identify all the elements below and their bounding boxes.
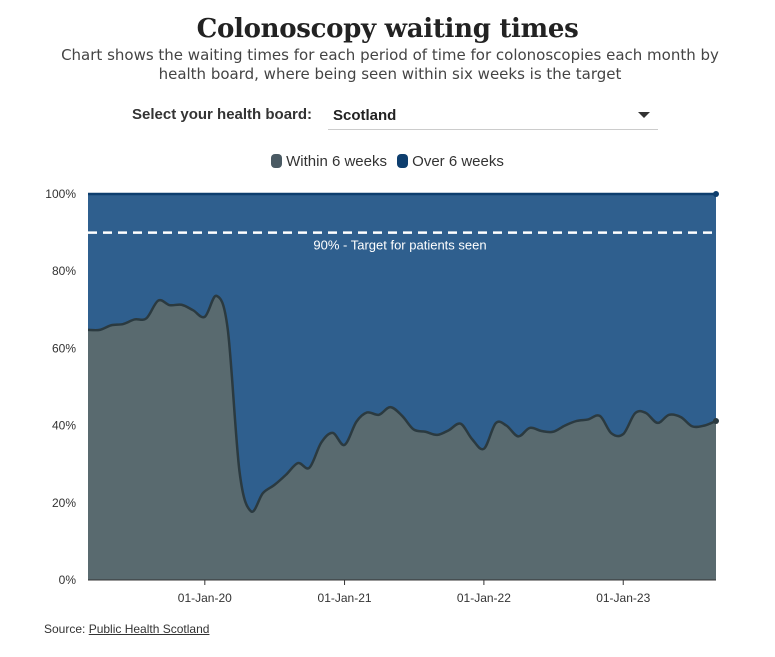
area-over-6-weeks (88, 194, 716, 512)
legend-item-within[interactable]: Within 6 weeks (271, 153, 387, 170)
source-link[interactable]: Public Health Scotland (88, 622, 210, 636)
legend-label-over: Over 6 weeks (412, 153, 504, 170)
y-tick-label-2: 40% (52, 419, 76, 433)
health-board-label: Select your health board: (132, 106, 313, 123)
chart-legend: Within 6 weeks Over 6 weeks (0, 153, 775, 170)
health-board-selector: Select your health board: Scotland (0, 100, 775, 132)
legend-swatch-over (397, 154, 409, 168)
x-tick-label-2: 01-Jan-22 (457, 591, 511, 605)
target-label: 90% - Target for patients seen (313, 238, 486, 253)
page-subtitle: Chart shows the waiting times for each p… (61, 46, 719, 83)
area-within-6-weeks (88, 295, 716, 580)
y-tick-label-3: 60% (52, 341, 76, 355)
y-tick-label-5: 100% (45, 187, 76, 201)
page-title: Colonoscopy waiting times (196, 14, 579, 44)
legend-item-over[interactable]: Over 6 weeks (397, 153, 504, 170)
legend-swatch-within (271, 154, 283, 168)
source-note: Source: Public Health Scotland (44, 622, 209, 636)
line-within-6-weeks (87, 294, 717, 513)
x-tick-label-3: 01-Jan-23 (596, 591, 650, 605)
chevron-down-icon (638, 112, 650, 118)
x-tick-label-1: 01-Jan-21 (318, 591, 372, 605)
marker-over-6-weeks-last (713, 191, 719, 197)
health-board-dropdown-value: Scotland (333, 107, 397, 124)
y-tick-label-1: 20% (52, 496, 76, 510)
health-board-dropdown[interactable]: Scotland (328, 100, 658, 130)
y-tick-label-4: 80% (52, 264, 76, 278)
legend-label-within: Within 6 weeks (286, 153, 387, 170)
x-tick-label-0: 01-Jan-20 (178, 591, 232, 605)
marker-within-6-weeks-last (713, 417, 719, 424)
y-tick-label-0: 0% (59, 573, 77, 587)
source-prefix: Source: (44, 622, 89, 636)
